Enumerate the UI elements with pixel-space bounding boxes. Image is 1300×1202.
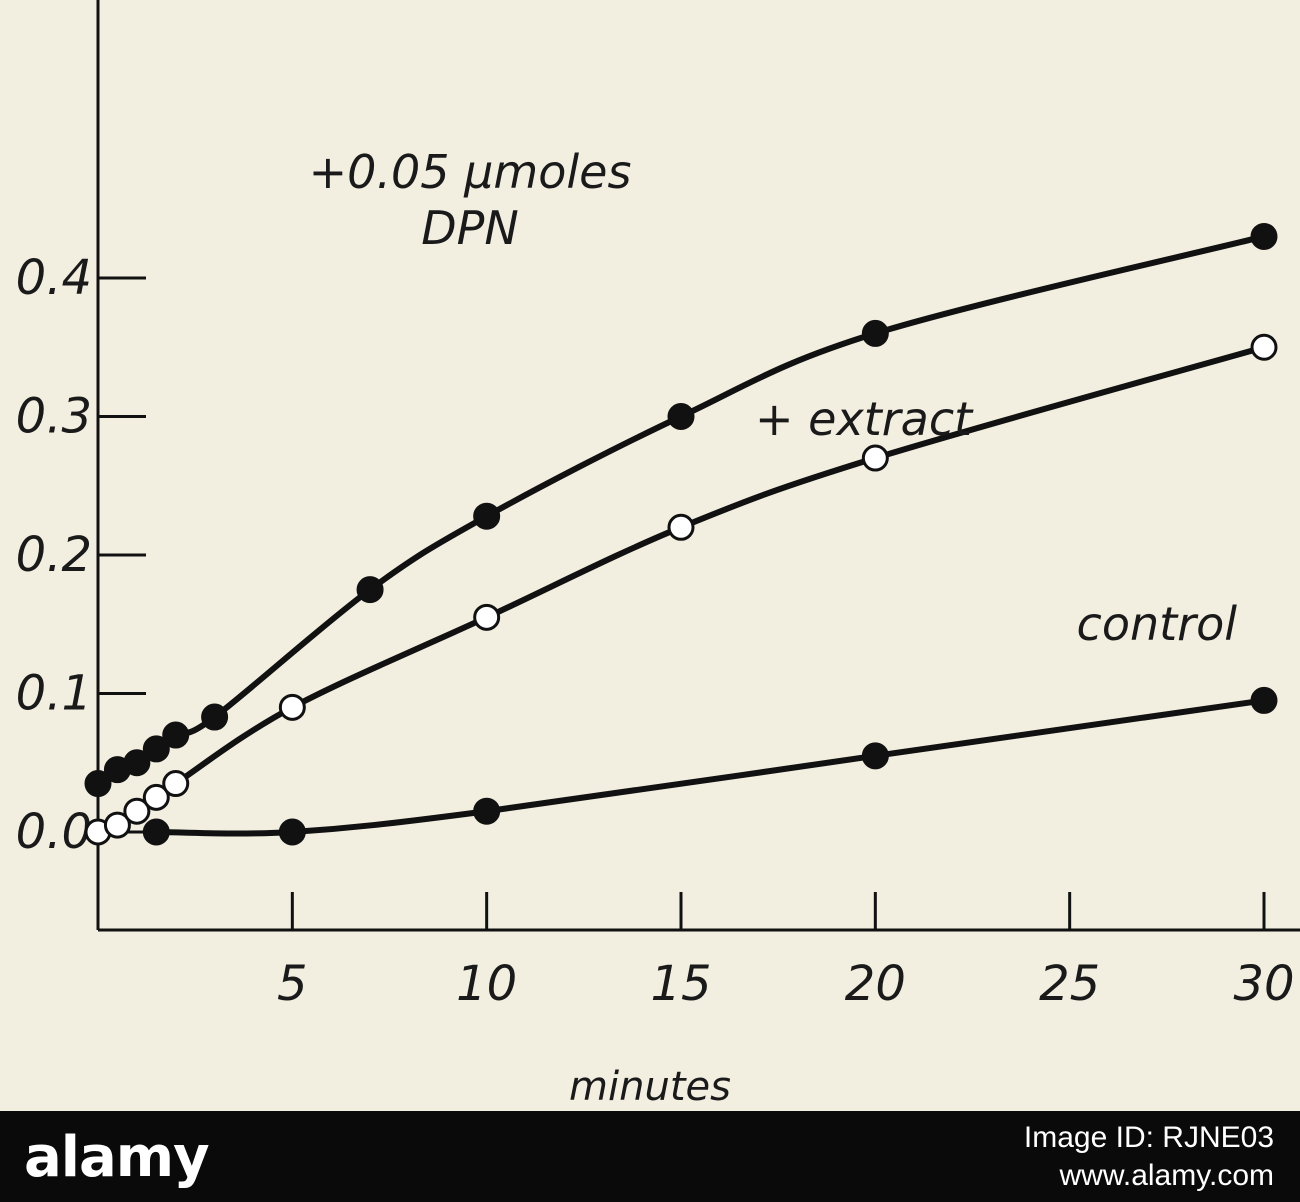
filled-data-point [356, 576, 384, 604]
series-line [153, 697, 1267, 837]
filled-data-point [201, 703, 229, 731]
open-data-point [123, 797, 151, 825]
y-tick-label: 0.3 [16, 389, 92, 445]
open-data-point [162, 770, 190, 798]
alamy-logo: alamy [24, 1125, 210, 1190]
filled-data-point [861, 319, 889, 347]
image-id-text: Image ID: RJNE03 [1023, 1121, 1274, 1154]
filled-data-point [162, 721, 190, 749]
open-data-point [861, 444, 889, 472]
filled-data-point [278, 818, 306, 846]
x-axis-label: minutes [569, 1064, 731, 1110]
filled-data-point [473, 797, 501, 825]
y-tick-label: 0.1 [16, 666, 92, 722]
series-annotation: + extract [755, 392, 974, 446]
y-tick-label: 0.4 [16, 250, 92, 306]
x-tick-label: 10 [456, 956, 517, 1012]
open-data-point [667, 513, 695, 541]
watermark-footer: alamy Image ID: RJNE03 www.alamy.com [0, 1111, 1300, 1202]
open-data-point [1250, 333, 1278, 361]
series-annotation: +0.05 μmoles [309, 145, 632, 199]
filled-data-point [1250, 222, 1278, 250]
open-data-point [142, 783, 170, 811]
filled-data-point [473, 502, 501, 530]
series-annotation: control [1077, 597, 1238, 651]
filled-data-point [142, 735, 170, 763]
series-annotation: DPN [421, 201, 519, 255]
open-data-point [473, 603, 501, 631]
y-tick-label: 0.0 [16, 804, 92, 860]
series-line [95, 233, 1267, 787]
filled-data-point [142, 818, 170, 846]
x-tick-label: 20 [845, 956, 906, 1012]
open-data-point [278, 693, 306, 721]
filled-data-point [123, 749, 151, 777]
x-tick-label: 5 [277, 956, 308, 1012]
filled-data-point [667, 403, 695, 430]
y-tick-label: 0.2 [16, 527, 92, 583]
filled-data-point [861, 742, 889, 770]
x-tick-label: 30 [1233, 956, 1294, 1012]
open-data-point [103, 811, 131, 839]
line-chart: 0.0 0.1 0.2 0.3 0.4 5 10 15 20 25 30 minutes +0.05 μ… [16, 0, 1300, 1110]
filled-data-point [84, 770, 112, 798]
x-tick-label: 25 [1039, 956, 1100, 1012]
site-url-text: www.alamy.com [1059, 1159, 1274, 1192]
x-tick-label: 15 [650, 956, 711, 1012]
filled-data-point [1250, 686, 1278, 714]
